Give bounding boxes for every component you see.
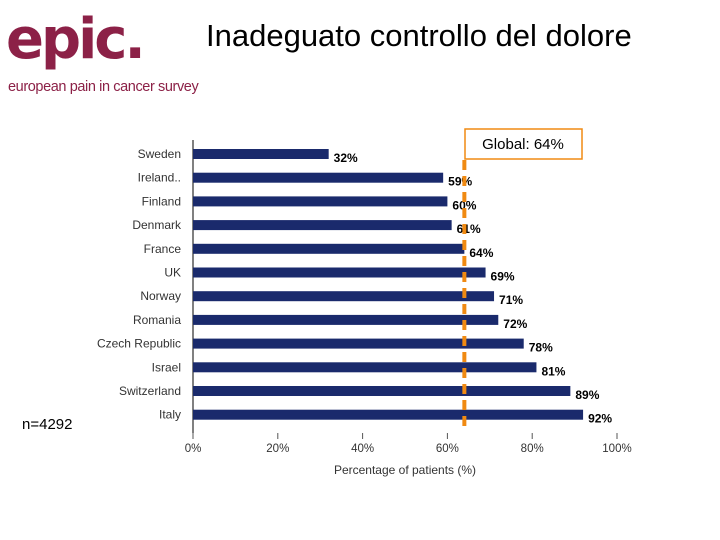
value-label: 32% (334, 151, 358, 165)
logo-tagline: european pain in cancer survey (8, 79, 199, 95)
value-label: 61% (457, 222, 481, 236)
value-label: 69% (491, 270, 515, 284)
bar (193, 243, 465, 254)
global-label-box (464, 128, 583, 160)
bar (193, 386, 571, 396)
category-label: Czech Republic (97, 337, 181, 351)
value-label: 71% (499, 293, 523, 307)
bar (193, 314, 499, 325)
x-tick-label: 80% (521, 443, 544, 455)
x-tick-label: 100% (602, 443, 631, 455)
value-label: 64% (469, 246, 493, 260)
category-label: Israel (152, 360, 181, 374)
value-label: 92% (588, 412, 612, 426)
bar (193, 149, 329, 159)
x-tick-label: 40% (351, 443, 374, 455)
bar (193, 220, 452, 231)
x-tick-label: 20% (266, 443, 289, 455)
value-label: 59% (448, 175, 472, 189)
category-label: France (144, 242, 182, 256)
value-label: 81% (541, 364, 565, 378)
x-tick-label: 0% (185, 443, 202, 455)
sample-size-label: n=4292 (22, 416, 73, 433)
category-label: Finland (142, 194, 181, 208)
bar (193, 267, 486, 278)
x-tick-label: 60% (436, 443, 459, 455)
bar (193, 196, 448, 207)
category-label: Denmark (132, 218, 182, 232)
logo-wordmark: epic. (6, 7, 146, 72)
value-label: 89% (575, 388, 599, 402)
bar (193, 338, 524, 349)
value-label: 78% (529, 341, 553, 355)
category-label: Norway (140, 289, 181, 303)
bar (193, 172, 444, 183)
epic-logo: epic. european pain in cancer survey (6, 6, 199, 98)
x-axis-title: Percentage of patients (%) (334, 463, 476, 477)
bar (193, 409, 584, 420)
bar (193, 291, 495, 302)
category-label: Switzerland (119, 384, 181, 398)
category-label: Romania (133, 313, 181, 327)
value-label: 72% (503, 317, 527, 331)
global-label: Global: 64% (482, 136, 564, 153)
bar (193, 362, 537, 373)
category-label: Italy (159, 408, 181, 422)
value-label: 60% (452, 198, 476, 212)
category-label: Sweden (138, 147, 181, 161)
category-label: Ireland.. (138, 171, 181, 185)
category-label: UK (164, 266, 181, 280)
slide-title: Inadeguato controllo del dolore (206, 18, 632, 53)
